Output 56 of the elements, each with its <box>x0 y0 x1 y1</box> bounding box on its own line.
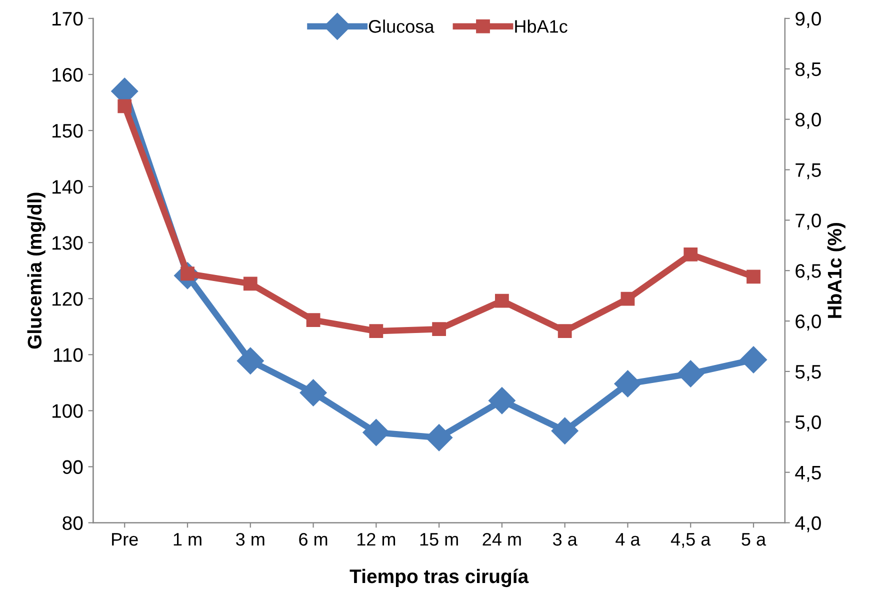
y2-tick-label: 4,0 <box>795 516 821 532</box>
point <box>118 99 132 114</box>
legend-label: Glucosa <box>368 20 434 33</box>
point <box>558 324 572 338</box>
point <box>495 294 509 308</box>
x-tick-label: 24 m <box>482 532 521 546</box>
point <box>369 324 384 338</box>
point <box>684 248 698 262</box>
y-tick-label: 90 <box>62 460 83 474</box>
x-tick-label: 3 a <box>552 532 578 546</box>
y2-tick-label: 9,0 <box>796 12 821 28</box>
point <box>306 313 320 327</box>
point <box>677 360 704 388</box>
x-tick-label: 6 m <box>299 532 328 546</box>
y-tick-label: 170 <box>52 12 83 26</box>
y-tick-label: 120 <box>52 292 83 306</box>
x-tick-label: 3 m <box>236 532 264 546</box>
y-tick-label: 110 <box>54 348 83 362</box>
y2-tick-label: 4,5 <box>795 466 821 482</box>
y2-tick-label: 6,5 <box>796 264 821 280</box>
y-axis-title: Glucemia (mg/dl) <box>27 192 46 349</box>
y-tick-label: 160 <box>52 68 83 82</box>
y-tick-label: 150 <box>52 124 83 138</box>
y2-tick-label: 7,0 <box>796 214 821 230</box>
point <box>426 424 453 452</box>
point <box>620 292 635 306</box>
y-tick-label: 100 <box>52 404 83 418</box>
x-tick-label: 1 m <box>174 533 202 546</box>
point <box>740 346 767 374</box>
x-tick-label: 4 a <box>616 533 640 546</box>
point <box>746 270 760 284</box>
y-tick-label: 130 <box>52 236 83 250</box>
point <box>243 276 258 291</box>
point <box>614 370 642 398</box>
y-tick-label: 140 <box>52 180 83 194</box>
x-tick-label: 4,5 a <box>670 533 711 548</box>
y2-tick-label: 8,0 <box>796 112 821 129</box>
x-tick-label: Pre <box>112 533 138 546</box>
point <box>488 387 516 414</box>
y2-tick-label: 6,0 <box>796 314 821 331</box>
y-tick-label: 80 <box>62 516 83 530</box>
y2-tick-label: 5,0 <box>795 415 821 432</box>
y2-tick-label: 8,5 <box>796 62 821 78</box>
point <box>300 379 327 406</box>
y2-axis-title: HbA1c (%) <box>827 222 846 318</box>
point <box>551 417 578 444</box>
x-axis-title: Tiempo tras cirugía <box>350 568 529 588</box>
point <box>432 322 446 336</box>
y2-tick-label: 7,5 <box>796 163 821 180</box>
point <box>362 419 390 446</box>
x-tick-label: 5 a <box>742 533 766 546</box>
point <box>236 347 264 374</box>
x-tick-label: 12 m <box>357 532 396 546</box>
y2-tick-label: 5,5 <box>795 365 821 381</box>
legend-label: HbA1c <box>515 20 568 33</box>
x-tick-label: 15 m <box>420 533 458 546</box>
